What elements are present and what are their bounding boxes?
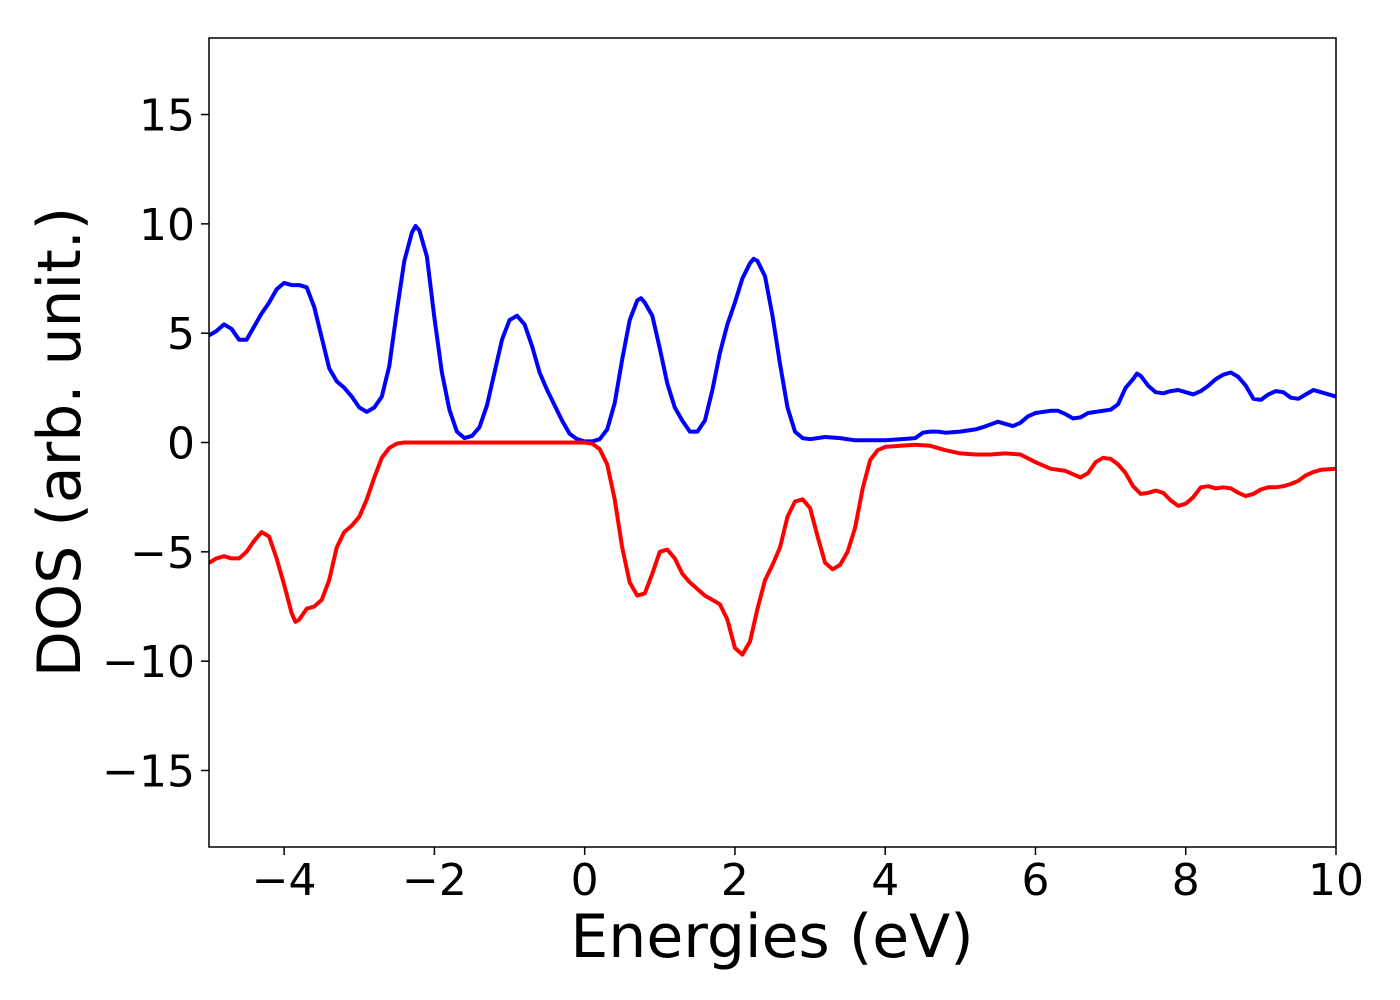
series-line-2 — [209, 440, 1336, 657]
x-tick-label: 0 — [571, 855, 599, 906]
x-axis: −4 −2 0 2 4 6 8 10 — [252, 847, 1364, 906]
y-tick-label: 0 — [167, 419, 195, 470]
y-tick-label: −10 — [102, 637, 195, 688]
x-tick-label: −2 — [402, 855, 467, 906]
x-tick-label: 4 — [871, 855, 899, 906]
y-tick-label: −15 — [102, 746, 195, 797]
y-tick-label: 10 — [139, 200, 195, 251]
x-axis-title: Energies (eV) — [570, 902, 973, 972]
y-axis: −15 −10 −5 0 5 10 15 — [102, 91, 209, 797]
y-tick-label: −5 — [130, 528, 195, 579]
series-layer — [209, 224, 1336, 657]
x-tick-label: 2 — [721, 855, 749, 906]
y-tick-label: 15 — [139, 91, 195, 142]
y-axis-title: DOS (arb. unit.) — [25, 207, 95, 677]
series-line-1 — [209, 224, 1336, 444]
x-tick-label: 8 — [1172, 855, 1200, 906]
x-tick-label: 6 — [1021, 855, 1049, 906]
x-tick-label: −4 — [252, 855, 317, 906]
y-tick-label: 5 — [167, 309, 195, 360]
x-tick-label: 10 — [1308, 855, 1364, 906]
